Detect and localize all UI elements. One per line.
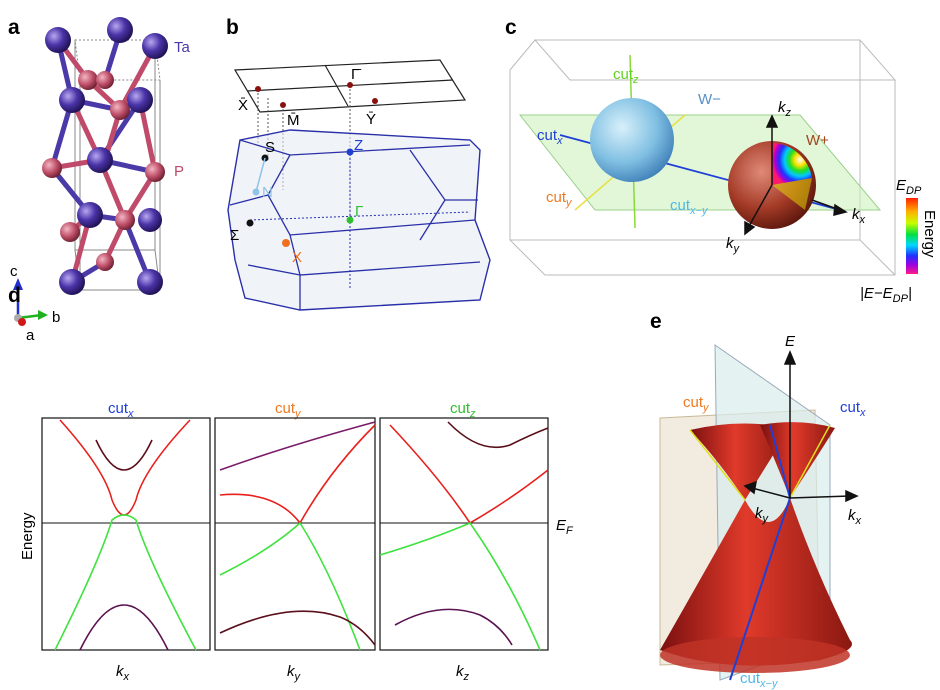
panel-e-letter: e	[650, 310, 662, 333]
label-n: N	[262, 184, 273, 201]
d-title-1: cutx	[108, 400, 134, 420]
d-xlabel-3: kz	[456, 663, 470, 683]
ky-label: ky	[726, 235, 741, 255]
d-title-2: cuty	[275, 400, 302, 420]
d-xlabel-1: kx	[116, 663, 130, 683]
d-ylabel: Energy	[19, 512, 36, 560]
d-title-3: cutz	[450, 400, 476, 420]
panel-d: d Energy cutx kx cuty ky cutz	[8, 284, 574, 683]
axes-triad: c b a	[10, 263, 60, 344]
e-kx-label: kx	[848, 507, 862, 527]
kspace-box	[509, 39, 897, 276]
label-x: X	[292, 249, 302, 266]
e-cut-y-label: cuty	[683, 394, 710, 414]
cutaway-face	[772, 178, 812, 210]
k-arrows	[744, 114, 848, 236]
upper-cone-left	[690, 423, 790, 500]
d-xlabel-2: ky	[287, 663, 302, 683]
label-gamma: Γ	[355, 203, 363, 220]
upper-cone-right	[760, 422, 835, 498]
panel-b: b	[226, 16, 491, 311]
cut-x-label: cutx	[537, 127, 563, 147]
label-mbar: M̄	[287, 112, 300, 129]
cut-x-upper-edge	[789, 424, 831, 499]
cut-z-label: cutz	[613, 66, 639, 86]
cut-xy-line-upper	[769, 424, 791, 499]
d-subplot-2: cuty ky	[214, 400, 376, 683]
lower-cone	[660, 498, 852, 666]
fermi-label: EF	[556, 517, 574, 537]
kx-label: kx	[852, 206, 866, 226]
energy-colorbar	[906, 198, 918, 274]
lower-cone-base	[660, 637, 850, 673]
cut-y-upper-edge	[689, 429, 746, 501]
cut-y-label: cuty	[546, 189, 573, 209]
cut-xy-label: cutx−y	[670, 197, 709, 217]
panel-c-letter: c	[505, 16, 517, 39]
panel-b-letter: b	[226, 16, 239, 39]
colorbar-energy-label: Energy	[921, 210, 938, 258]
label-sigma: Σ	[230, 227, 239, 244]
hs-points	[246, 82, 378, 247]
panel-c: c cutz W− W+ cutx cu	[505, 16, 938, 305]
e-ky-label: ky	[755, 505, 770, 525]
w-minus-label: W−	[698, 91, 721, 108]
ta-atoms	[45, 17, 168, 295]
e-axes	[743, 350, 859, 503]
colorbar-top-label: EDP	[896, 177, 922, 197]
w-plus-label: W+	[806, 132, 829, 149]
label-p: P	[174, 163, 184, 180]
e-cut-x-label: cutx	[840, 399, 866, 419]
panel-a-letter: a	[8, 16, 20, 39]
axis-c-label: c	[10, 263, 18, 280]
kz-label: kz	[778, 99, 792, 119]
label-xbar: X̄	[238, 97, 248, 114]
label-z: Z	[354, 137, 363, 154]
colorbar-bottom-label: |E−EDP|	[860, 285, 912, 305]
label-ybar: Ȳ	[366, 111, 376, 128]
e-cut-xy-label: cutx−y	[740, 670, 779, 690]
label-gammabar: Γ̄	[351, 66, 361, 83]
p-atoms	[42, 70, 165, 271]
panel-d-letter: d	[8, 284, 21, 307]
d-subplot-1: cutx kx	[41, 400, 211, 683]
w-plus-cutaway	[772, 143, 812, 185]
cut-xy-line	[729, 497, 791, 681]
bulk-bz-edges	[229, 139, 481, 310]
e-axis-label: E	[785, 333, 796, 350]
panel-e: e E cuty cutx ky kx cutx−y	[650, 310, 866, 690]
panel-a: a	[8, 16, 191, 344]
d-subplot-3: cutz kz	[379, 400, 549, 683]
bulk-bz	[227, 129, 491, 311]
label-s: S	[265, 139, 275, 156]
label-ta: Ta	[174, 39, 191, 56]
kx-ky-plane	[518, 114, 882, 211]
w-minus-sphere	[590, 98, 674, 182]
axis-b-label: b	[52, 309, 60, 326]
axis-a-label: a	[26, 327, 35, 344]
